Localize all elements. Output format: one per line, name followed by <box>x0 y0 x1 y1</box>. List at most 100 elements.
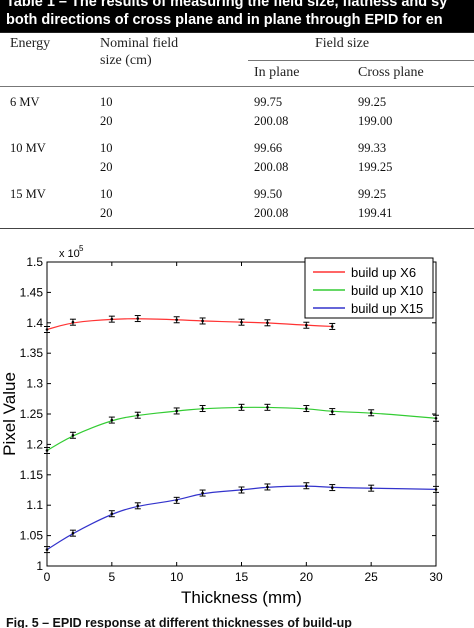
data-point <box>330 410 334 413</box>
table-cell: 99.25 <box>358 187 387 201</box>
series-line-2 <box>46 406 437 451</box>
data-point <box>175 499 178 502</box>
data-point <box>110 317 114 321</box>
x-tick-label: 25 <box>364 570 378 584</box>
data-point <box>201 491 204 495</box>
data-point <box>71 320 75 324</box>
x-axis-label: Thickness (mm) <box>181 588 302 607</box>
y-tick-label: 1.45 <box>20 285 44 299</box>
series-line-3 <box>46 485 437 551</box>
data-point <box>45 449 49 452</box>
data-point <box>266 321 269 325</box>
data-point <box>434 488 438 491</box>
table-cell: 99.75 <box>254 95 283 109</box>
table-cell: 10 <box>100 95 113 109</box>
y-tick-label: 1.35 <box>20 346 44 360</box>
y-multiplier-exponent: 5 <box>79 244 84 253</box>
table-cell: 20 <box>100 160 113 174</box>
field-size-rule <box>248 60 474 61</box>
data-point <box>266 485 269 489</box>
energy-15mv: 15 MV <box>10 187 46 201</box>
data-point <box>369 486 373 490</box>
header-energy: Energy <box>10 36 51 51</box>
data-point <box>305 323 308 327</box>
x-tick-label: 20 <box>300 570 314 584</box>
x-tick-label: 30 <box>429 570 443 584</box>
y-tick-label: 1.5 <box>26 255 43 269</box>
table-cell: 99.33 <box>358 141 387 155</box>
data-point <box>136 317 140 320</box>
y-tick-label: 1.3 <box>26 377 43 391</box>
data-point <box>71 531 75 535</box>
line-chart: 0 5 10 15 20 25 30 1 1.05 1.1 1.15 1.2 1.25 1.3 1.35 1.… <box>0 232 474 612</box>
table-cell: 20 <box>100 114 113 128</box>
legend-label-2: build up X10 <box>351 283 423 298</box>
data-point <box>240 406 243 409</box>
data-point <box>266 406 269 409</box>
table-bottom-rule <box>0 228 474 229</box>
data-point <box>136 413 140 417</box>
data-point <box>240 488 243 492</box>
data-point <box>434 416 438 420</box>
header-in-plane: In plane <box>254 65 300 80</box>
data-point <box>175 409 178 413</box>
header-field-size: Field size <box>315 36 370 51</box>
y-tick-label: 1.4 <box>26 316 43 330</box>
y-tick-label: 1 <box>36 559 43 573</box>
x-tick-label: 5 <box>108 570 115 584</box>
data-point <box>330 325 334 328</box>
table-caption-line-2: both directions of cross plane and in pl… <box>6 12 443 28</box>
table-caption-line-1: Table 1 – The results of measuring the f… <box>6 0 448 10</box>
table-cell: 200.08 <box>254 114 289 128</box>
figure-panel: 0 5 10 15 20 25 30 1 1.05 1.1 1.15 1.2 1.25 1.3 1.35 1.… <box>0 232 474 612</box>
energy-6mv: 6 MV <box>10 95 40 109</box>
legend-label-3: build up X15 <box>351 301 423 316</box>
data-point <box>45 328 49 331</box>
table-cell: 99.50 <box>254 187 283 201</box>
data-point <box>369 411 373 415</box>
results-table: Energy Nominal field size (cm) Field siz… <box>0 32 474 230</box>
x-tick-label: 0 <box>44 570 51 584</box>
chart-plot-area: 0 5 10 15 20 25 30 1 1.05 1.1 1.15 1.2 1.25 1.3 1.35 1.… <box>0 244 443 607</box>
y-tick-label: 1.1 <box>26 498 43 512</box>
data-point <box>175 318 178 322</box>
header-cross-plane: Cross plane <box>358 65 424 80</box>
data-point <box>201 407 204 410</box>
x-tick-label: 10 <box>170 570 184 584</box>
table-top-rule <box>0 32 474 33</box>
table-cell: 199.41 <box>358 206 393 220</box>
x-tick-label: 15 <box>235 570 249 584</box>
table-cell: 10 <box>100 187 113 201</box>
data-point <box>110 418 114 422</box>
data-point <box>240 320 243 324</box>
data-point <box>136 504 140 508</box>
legend-label-1: build up X6 <box>351 265 416 280</box>
data-point <box>330 486 334 489</box>
y-tick-label: 1.05 <box>20 529 44 543</box>
table-caption: Table 1 – The results of measuring the f… <box>0 0 474 32</box>
header-bottom-rule <box>0 86 474 87</box>
data-point <box>45 548 49 551</box>
table-cell: 20 <box>100 206 113 220</box>
figure-caption-text: Fig. 5 – EPID response at different thic… <box>6 616 352 628</box>
figure-caption: Fig. 5 – EPID response at different thic… <box>0 612 474 628</box>
table-cell: 99.66 <box>254 141 283 155</box>
y-tick-label: 1.15 <box>20 468 44 482</box>
table-cell: 199.25 <box>358 160 393 174</box>
header-nominal-line-1: Nominal field <box>100 36 179 51</box>
data-point <box>201 319 204 323</box>
table-cell: 99.25 <box>358 95 387 109</box>
data-point <box>305 484 308 488</box>
table-cell: 199.00 <box>358 114 393 128</box>
y-tick-label: 1.25 <box>20 407 44 421</box>
y-axis-label: Pixel Value <box>0 372 19 456</box>
data-point <box>110 512 114 516</box>
y-tick-label: 1.2 <box>26 437 43 451</box>
header-nominal-line-2: size (cm) <box>100 53 152 68</box>
energy-10mv: 10 MV <box>10 141 46 155</box>
table-cell: 10 <box>100 141 113 155</box>
table-cell: 200.08 <box>254 206 289 220</box>
y-multiplier-label: x 10 <box>59 248 80 260</box>
data-point <box>71 433 75 437</box>
data-point <box>305 407 308 410</box>
